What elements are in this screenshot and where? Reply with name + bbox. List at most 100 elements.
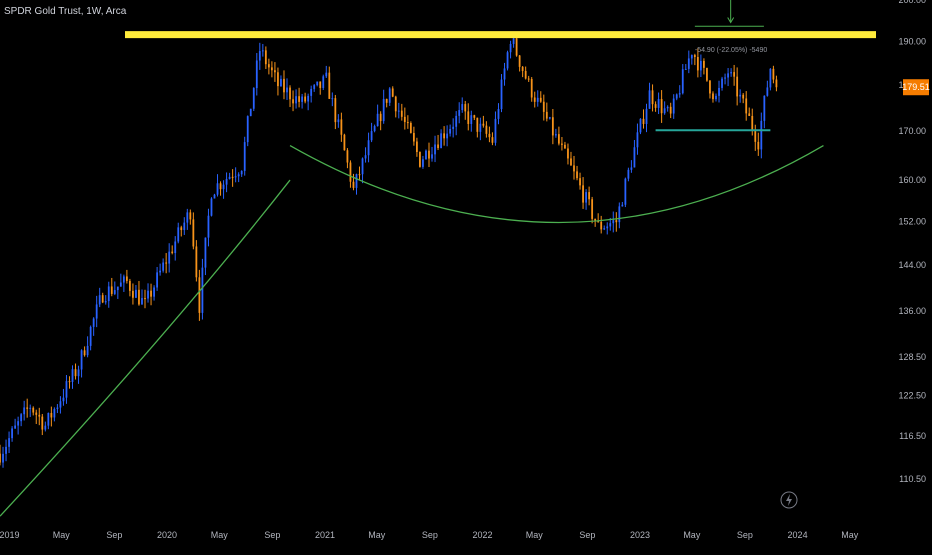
candle-body	[645, 108, 648, 124]
candle-body	[388, 88, 391, 103]
candle-body	[252, 88, 255, 109]
candle-body	[663, 108, 666, 114]
candle-body	[657, 99, 660, 108]
candle-body	[416, 141, 418, 153]
candle-body	[742, 94, 745, 99]
candle-body	[307, 95, 310, 102]
candle-body	[772, 68, 775, 80]
candle-body	[530, 79, 533, 98]
candle-body	[289, 87, 291, 100]
candle-body	[122, 276, 125, 283]
candle-body	[243, 142, 246, 171]
candle-body	[183, 222, 186, 231]
candle-body	[727, 73, 729, 78]
candle-body	[186, 212, 189, 223]
candle-body	[648, 90, 651, 109]
candle-body	[153, 287, 155, 297]
candle-body	[721, 78, 723, 88]
candle-body	[71, 369, 74, 382]
candle-body	[92, 318, 95, 327]
candle-body	[292, 99, 294, 104]
candle-body	[633, 147, 636, 168]
candle-body	[533, 97, 536, 102]
candle-body	[180, 227, 183, 231]
candle-body	[718, 87, 720, 96]
candle-body	[470, 115, 473, 124]
candle-body	[391, 88, 394, 97]
candle-body	[609, 223, 612, 227]
candle-body	[724, 77, 726, 79]
candle-body	[225, 178, 228, 185]
candle-body	[95, 304, 98, 319]
candle-body	[672, 98, 675, 114]
candle-body	[428, 150, 430, 159]
candle-body	[482, 123, 485, 126]
candle-body	[397, 110, 400, 112]
candle-body	[98, 295, 101, 305]
x-tick-label: May	[683, 530, 701, 540]
candle-body	[358, 174, 361, 176]
candle-body	[394, 96, 397, 112]
candle-body	[437, 144, 439, 149]
candle-body	[144, 298, 146, 300]
candle-body	[425, 150, 427, 160]
candle-body	[443, 133, 446, 139]
candle-body	[129, 280, 131, 291]
candle-body	[712, 93, 714, 100]
last-price-badge	[903, 79, 929, 96]
y-tick-label: 136.00	[898, 306, 926, 316]
candle-body	[274, 70, 276, 73]
candle-body	[434, 144, 436, 155]
candle-body	[147, 290, 149, 299]
candle-body	[506, 52, 509, 69]
candle-body	[110, 286, 113, 294]
candle-body	[125, 276, 128, 281]
candle-body	[558, 134, 560, 144]
candle-body	[736, 76, 739, 97]
candle-body	[594, 218, 597, 222]
annotations-layer: -54.90 (-22.05%) -5490	[0, 0, 876, 517]
candle-body	[74, 369, 77, 377]
candle-body	[636, 132, 639, 148]
candle-body	[47, 412, 50, 426]
candle-body	[449, 128, 452, 134]
candle-body	[621, 204, 624, 207]
candle-body	[612, 220, 615, 224]
candle-body	[201, 267, 204, 313]
candle-body	[627, 169, 630, 179]
candle-body	[775, 79, 778, 88]
y-tick-label: 122.50	[898, 391, 926, 401]
lightning-bolt-icon	[780, 491, 798, 509]
x-tick-label: May	[53, 530, 71, 540]
candle-body	[135, 289, 137, 298]
candle-body	[38, 414, 41, 417]
arrow-head	[727, 17, 735, 24]
candle-body	[249, 108, 252, 117]
candle-body	[11, 428, 13, 439]
candle-body	[65, 381, 68, 398]
candle-body	[237, 174, 240, 177]
candle-body	[0, 453, 1, 463]
y-tick-label: 170.00	[898, 126, 926, 136]
candle-body	[551, 117, 554, 136]
candle-body	[419, 152, 421, 167]
candle-body	[119, 282, 122, 287]
candle-body	[585, 192, 587, 203]
candle-body	[286, 87, 288, 93]
candle-body	[304, 96, 307, 102]
candle-body	[171, 251, 174, 254]
candle-body	[582, 185, 584, 203]
candle-body	[86, 345, 89, 356]
candle-body	[675, 94, 678, 99]
candle-body	[322, 76, 325, 88]
candle-body	[479, 123, 482, 132]
candle-body	[364, 155, 367, 159]
candle-body	[159, 270, 162, 273]
candle-body	[295, 96, 297, 104]
candle-body	[639, 118, 642, 133]
candle-body	[101, 295, 104, 303]
uptrend-curve	[0, 179, 291, 517]
y-tick-label: 110.50	[899, 474, 926, 484]
